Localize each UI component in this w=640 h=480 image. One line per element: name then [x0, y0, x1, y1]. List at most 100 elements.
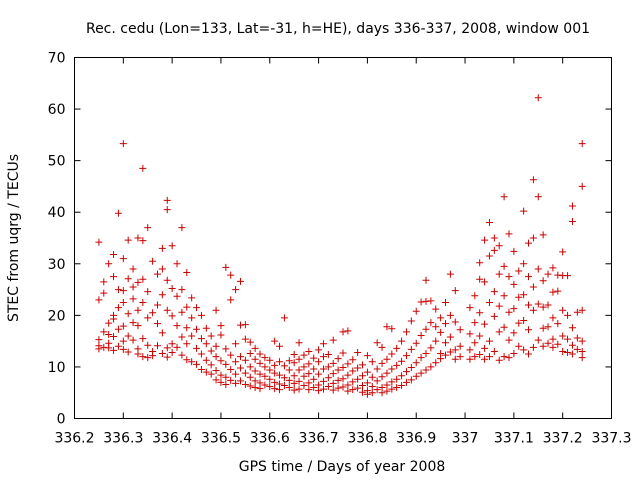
data-point — [393, 361, 401, 369]
data-point — [466, 330, 474, 338]
data-point — [134, 322, 142, 330]
data-point — [256, 350, 264, 358]
data-point — [466, 355, 474, 363]
data-point — [276, 342, 284, 350]
data-point — [114, 304, 122, 312]
data-point — [134, 306, 142, 314]
data-point — [232, 358, 240, 366]
data-point — [544, 301, 552, 309]
data-point — [456, 353, 464, 361]
data-point — [305, 386, 313, 394]
data-point — [280, 362, 288, 370]
data-point — [261, 381, 269, 389]
data-point — [114, 342, 122, 350]
data-point — [173, 292, 181, 300]
data-point — [481, 355, 489, 363]
data-point — [398, 357, 406, 365]
data-point — [149, 309, 157, 317]
data-point — [554, 271, 562, 279]
data-point — [110, 273, 118, 281]
data-point — [344, 360, 352, 368]
data-point — [544, 339, 552, 347]
data-point — [422, 325, 430, 333]
data-point — [525, 273, 533, 281]
data-point — [290, 386, 298, 394]
data-point — [232, 286, 240, 294]
data-point — [319, 365, 327, 373]
data-point — [236, 377, 244, 385]
data-point — [276, 386, 284, 394]
data-point — [354, 384, 362, 392]
data-point — [559, 248, 567, 256]
data-point — [212, 353, 220, 361]
data-point — [534, 336, 542, 344]
data-point — [193, 325, 201, 333]
data-point — [368, 389, 376, 397]
data-point — [363, 390, 371, 398]
data-point — [153, 342, 161, 350]
data-point — [315, 358, 323, 366]
data-point — [339, 349, 347, 357]
data-point — [202, 340, 210, 348]
data-point — [217, 378, 225, 386]
data-point — [266, 383, 274, 391]
data-point — [564, 272, 572, 280]
data-point — [490, 312, 498, 320]
data-point — [510, 329, 518, 337]
data-point — [173, 343, 181, 351]
data-point — [383, 355, 391, 363]
data-point — [349, 386, 357, 394]
data-point — [134, 234, 142, 242]
data-point — [207, 370, 215, 378]
data-point — [554, 287, 562, 295]
data-point — [373, 377, 381, 385]
data-point — [422, 366, 430, 374]
x-tick-label: 336.3 — [103, 431, 143, 447]
data-point — [368, 358, 376, 366]
data-point — [158, 265, 166, 273]
data-point — [119, 345, 127, 353]
data-point — [485, 252, 493, 260]
data-point — [183, 356, 191, 364]
data-point — [153, 270, 161, 278]
data-point — [158, 244, 166, 252]
data-point — [407, 363, 415, 371]
x-tick-label: 336.9 — [396, 431, 436, 447]
data-point — [476, 309, 484, 317]
data-point — [388, 350, 396, 358]
data-point — [285, 376, 293, 384]
data-point — [139, 237, 147, 245]
data-point — [315, 346, 323, 354]
data-point — [422, 276, 430, 284]
data-point — [129, 283, 137, 291]
data-point — [432, 305, 440, 313]
data-point — [153, 320, 161, 328]
data-point — [232, 379, 240, 387]
data-point — [549, 343, 557, 351]
data-point — [422, 297, 430, 305]
data-point — [539, 231, 547, 239]
data-point — [300, 381, 308, 389]
data-point — [349, 356, 357, 364]
data-point — [407, 345, 415, 353]
data-point — [481, 236, 489, 244]
data-point — [168, 242, 176, 250]
data-point — [227, 351, 235, 359]
data-point — [124, 236, 132, 244]
data-point — [251, 367, 259, 375]
data-point — [324, 383, 332, 391]
data-point — [334, 384, 342, 392]
data-point — [251, 384, 259, 392]
data-point — [529, 176, 537, 184]
y-tick-label: 40 — [48, 205, 66, 221]
data-point — [373, 339, 381, 347]
data-point — [525, 326, 533, 334]
data-point — [222, 263, 230, 271]
data-point — [354, 375, 362, 383]
data-point — [446, 333, 454, 341]
data-point — [505, 273, 513, 281]
data-point — [271, 337, 279, 345]
data-point — [178, 286, 186, 294]
y-axis: 0 10 20 30 40 50 60 70 — [48, 51, 612, 428]
data-point — [241, 369, 249, 377]
